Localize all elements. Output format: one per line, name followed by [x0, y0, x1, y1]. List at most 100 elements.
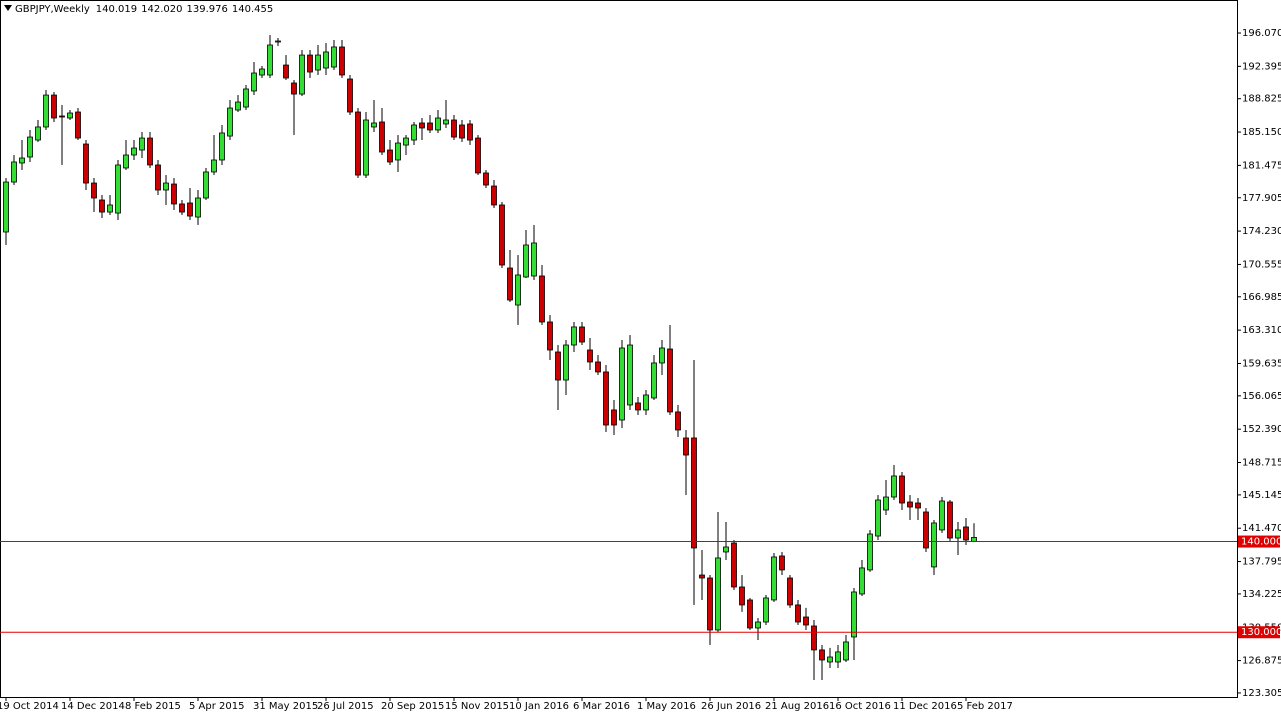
candle-body — [411, 124, 417, 141]
candle-body — [755, 621, 761, 629]
candle-body — [835, 651, 841, 663]
candle-body — [795, 604, 801, 623]
y-tick-label: 141.470 — [1242, 523, 1281, 534]
ohlc-high: 142.020 — [141, 4, 182, 15]
candle-body — [531, 242, 537, 277]
candle-body — [171, 183, 177, 205]
x-tick-label: 19 Oct 2014 — [0, 701, 59, 712]
y-tick-label: 177.905 — [1242, 193, 1281, 204]
candle-body — [747, 599, 753, 629]
candle-body — [259, 68, 265, 76]
y-tick-label: 145.145 — [1242, 490, 1281, 501]
candle-body — [283, 64, 289, 79]
candle-body — [219, 132, 225, 161]
candle-body — [267, 44, 273, 76]
candle-body — [811, 625, 817, 651]
y-tick-label: 170.555 — [1242, 259, 1281, 270]
candle-body — [547, 321, 553, 351]
candle-body — [475, 137, 481, 174]
candle-body — [691, 437, 697, 549]
candle-body — [827, 656, 833, 663]
y-tick-label: 148.715 — [1242, 458, 1281, 469]
candle-body — [659, 347, 665, 364]
level-tag — [1238, 626, 1280, 639]
candle-body — [491, 185, 497, 206]
x-tick-label: 26 Jun 2016 — [701, 701, 761, 712]
x-tick-label: 21 Aug 2016 — [765, 701, 829, 712]
candle-body — [331, 46, 337, 68]
candle-body — [27, 136, 33, 158]
candle-body — [139, 137, 145, 151]
candle-body — [771, 556, 777, 601]
candle-body — [819, 649, 825, 661]
candle-body — [939, 500, 945, 531]
candle-body — [859, 567, 865, 595]
y-tick-label: 192.395 — [1242, 61, 1281, 72]
candle-body — [539, 275, 545, 323]
candle-body — [563, 344, 569, 381]
candle-body — [395, 142, 401, 161]
candle-body — [923, 511, 929, 549]
x-tick-label: 15 Nov 2015 — [445, 701, 509, 712]
candle-body — [907, 501, 913, 508]
y-tick-label: 163.310 — [1242, 325, 1281, 336]
candle-body — [51, 94, 57, 119]
candle-body — [955, 529, 961, 539]
candle-body — [443, 119, 449, 125]
candle-body — [587, 349, 593, 363]
y-tick-label: 126.875 — [1242, 656, 1281, 667]
candle-body — [91, 182, 97, 199]
y-tick-label: 123.305 — [1242, 688, 1281, 699]
candle-body — [459, 124, 465, 139]
y-tick-label: 181.475 — [1242, 160, 1281, 171]
candle-body — [291, 82, 297, 95]
candle-body — [243, 88, 249, 108]
candle-body — [643, 394, 649, 411]
x-tick-label: 5 Apr 2015 — [189, 701, 244, 712]
y-tick-label: 137.795 — [1242, 557, 1281, 568]
candle-body — [83, 143, 89, 184]
candle-body — [251, 72, 257, 92]
candle-body — [211, 159, 217, 173]
candle-body — [739, 586, 745, 606]
x-tick-label: 26 Jul 2015 — [317, 701, 374, 712]
candle-body — [467, 123, 473, 141]
candle-body — [667, 348, 673, 413]
candle-body — [363, 119, 369, 176]
candle-body — [403, 137, 409, 146]
symbol: GBPJPY,Weekly — [15, 4, 90, 15]
candle-body — [371, 122, 377, 128]
x-tick-label: 14 Dec 2014 — [61, 701, 125, 712]
candle-body — [779, 555, 785, 571]
y-tick-label: 166.985 — [1242, 292, 1281, 303]
y-tick-label: 196.070 — [1242, 28, 1281, 39]
candle-body — [787, 577, 793, 606]
collapse-icon — [4, 5, 12, 11]
ohlc-open: 140.019 — [96, 4, 137, 15]
candle-body — [315, 54, 321, 71]
x-tick-label: 6 Mar 2016 — [573, 701, 630, 712]
candle-body — [3, 181, 9, 233]
x-tick-label: 1 May 2016 — [637, 701, 696, 712]
x-tick-label: 16 Oct 2016 — [829, 701, 891, 712]
candle-body — [387, 149, 393, 163]
plot-frame — [0, 0, 1238, 698]
x-tick-label: 10 Jan 2016 — [509, 701, 569, 712]
candle-body — [483, 172, 489, 186]
ohlc-low: 139.976 — [187, 4, 228, 15]
y-tick-label: 159.635 — [1242, 358, 1281, 369]
candle-body — [683, 437, 689, 456]
candle-body — [763, 597, 769, 623]
candle-body — [427, 122, 433, 131]
candle-body — [963, 526, 969, 541]
candle-body — [35, 126, 41, 141]
candle-body — [843, 641, 849, 661]
candle-body — [723, 546, 729, 553]
candle-body — [875, 499, 881, 537]
candle-body — [603, 371, 609, 426]
candle-body — [227, 107, 233, 137]
candle-body — [179, 203, 185, 213]
x-tick-label: 5 Feb 2017 — [957, 701, 1013, 712]
y-tick-label: 152.390 — [1242, 424, 1281, 435]
